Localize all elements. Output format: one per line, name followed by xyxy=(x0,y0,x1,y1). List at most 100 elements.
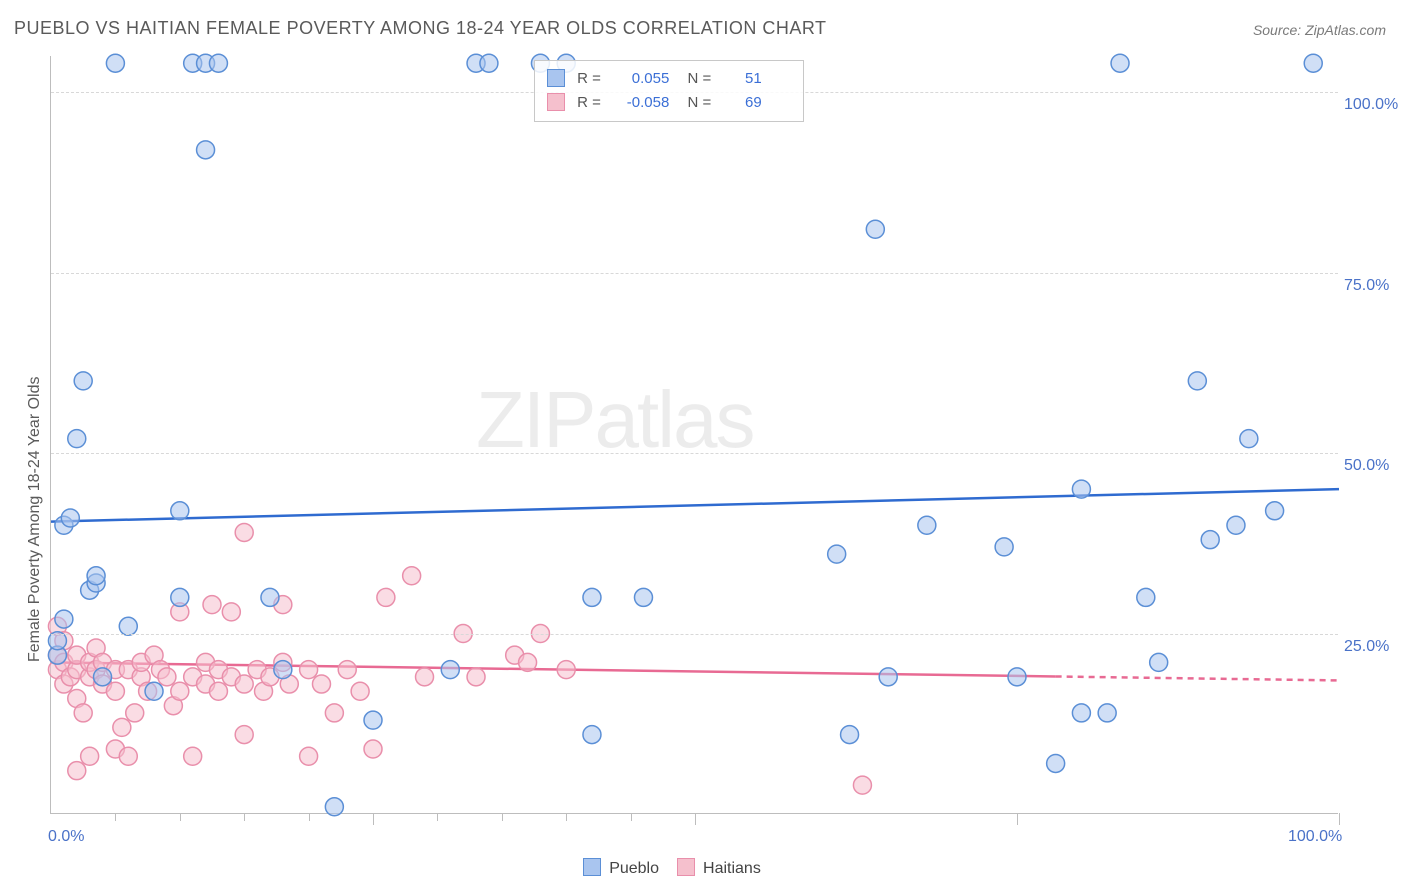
x-tick xyxy=(180,813,181,821)
swatch-pueblo xyxy=(583,858,601,876)
data-point xyxy=(209,54,227,72)
x-tick xyxy=(244,813,245,821)
regression-line xyxy=(51,489,1339,521)
data-point xyxy=(68,430,86,448)
data-point xyxy=(918,516,936,534)
y-axis-label: Female Poverty Among 18-24 Year Olds xyxy=(26,377,44,663)
data-point xyxy=(441,661,459,679)
data-point xyxy=(87,567,105,585)
swatch-haitians xyxy=(677,858,695,876)
data-point xyxy=(841,726,859,744)
x-tick-label-left: 0.0% xyxy=(48,828,84,846)
data-point xyxy=(55,610,73,628)
legend-row-pueblo: R = 0.055 N = 51 xyxy=(547,67,791,91)
data-point xyxy=(171,502,189,520)
y-tick-label: 50.0% xyxy=(1344,457,1389,475)
x-tick xyxy=(695,813,696,825)
r-value-haitians: -0.058 xyxy=(611,91,669,115)
data-point xyxy=(235,523,253,541)
data-point xyxy=(235,675,253,693)
x-tick xyxy=(373,813,374,825)
data-point xyxy=(261,588,279,606)
data-point xyxy=(1008,668,1026,686)
x-tick xyxy=(566,813,567,821)
chart-title: PUEBLO VS HAITIAN FEMALE POVERTY AMONG 1… xyxy=(14,18,827,39)
data-point xyxy=(853,776,871,794)
data-point xyxy=(1240,430,1258,448)
data-point xyxy=(995,538,1013,556)
data-point xyxy=(1072,704,1090,722)
data-point xyxy=(1227,516,1245,534)
regression-line-dashed xyxy=(1056,676,1339,680)
data-point xyxy=(583,588,601,606)
data-point xyxy=(1047,754,1065,772)
data-point xyxy=(119,747,137,765)
x-tick xyxy=(115,813,116,821)
data-point xyxy=(403,567,421,585)
data-point xyxy=(184,747,202,765)
legend-row-haitians: R = -0.058 N = 69 xyxy=(547,91,791,115)
legend-series: PuebloHaitians xyxy=(565,858,761,878)
plot-area: ZIPatlas xyxy=(50,56,1338,814)
data-point xyxy=(209,682,227,700)
n-label: N = xyxy=(688,91,728,115)
data-point xyxy=(1150,653,1168,671)
data-point xyxy=(145,682,163,700)
data-point xyxy=(325,798,343,816)
data-point xyxy=(74,372,92,390)
r-label: R = xyxy=(577,91,607,115)
data-point xyxy=(338,661,356,679)
gridline xyxy=(51,634,1338,635)
data-point xyxy=(300,661,318,679)
data-point xyxy=(74,704,92,722)
data-point xyxy=(467,668,485,686)
x-tick xyxy=(437,813,438,821)
swatch-pueblo xyxy=(547,69,565,87)
r-label: R = xyxy=(577,67,607,91)
data-point xyxy=(61,509,79,527)
legend-label-pueblo: Pueblo xyxy=(609,860,659,877)
data-point xyxy=(106,54,124,72)
data-point xyxy=(364,740,382,758)
x-tick xyxy=(631,813,632,821)
y-tick-label: 25.0% xyxy=(1344,638,1389,656)
data-point xyxy=(158,668,176,686)
data-point xyxy=(583,726,601,744)
source-label: Source: ZipAtlas.com xyxy=(1253,22,1386,38)
data-point xyxy=(879,668,897,686)
data-point xyxy=(126,704,144,722)
data-point xyxy=(68,762,86,780)
gridline xyxy=(51,273,1338,274)
r-value-pueblo: 0.055 xyxy=(611,67,669,91)
data-point xyxy=(480,54,498,72)
data-point xyxy=(171,682,189,700)
data-point xyxy=(1137,588,1155,606)
data-point xyxy=(274,661,292,679)
data-point xyxy=(94,668,112,686)
n-label: N = xyxy=(688,67,728,91)
legend-correlation: R = 0.055 N = 51 R = -0.058 N = 69 xyxy=(534,60,804,122)
data-point xyxy=(222,603,240,621)
x-tick-label-right: 100.0% xyxy=(1288,828,1342,846)
data-point xyxy=(1266,502,1284,520)
data-point xyxy=(203,596,221,614)
data-point xyxy=(235,726,253,744)
data-point xyxy=(519,653,537,671)
data-point xyxy=(1111,54,1129,72)
data-point xyxy=(364,711,382,729)
data-point xyxy=(325,704,343,722)
data-point xyxy=(828,545,846,563)
x-tick xyxy=(309,813,310,821)
data-point xyxy=(866,220,884,238)
y-tick-label: 75.0% xyxy=(1344,277,1389,295)
data-point xyxy=(312,675,330,693)
data-point xyxy=(1188,372,1206,390)
data-point xyxy=(300,747,318,765)
data-point xyxy=(557,661,575,679)
data-point xyxy=(634,588,652,606)
n-value-pueblo: 51 xyxy=(732,67,762,91)
y-tick-label: 100.0% xyxy=(1344,96,1398,114)
data-point xyxy=(416,668,434,686)
data-point xyxy=(1072,480,1090,498)
data-point xyxy=(113,718,131,736)
